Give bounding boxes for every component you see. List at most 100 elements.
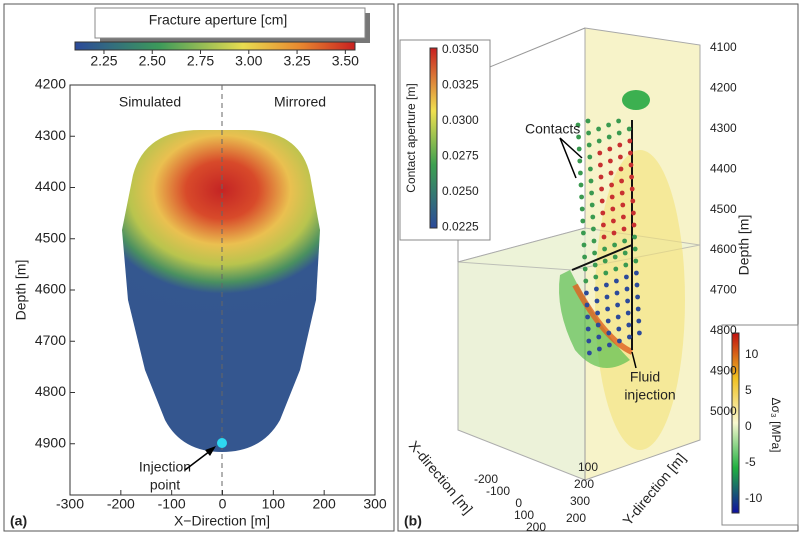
contact-dot <box>613 255 618 260</box>
contact-dot <box>614 279 619 284</box>
contact-dot <box>636 307 641 312</box>
contact-dot <box>616 119 621 124</box>
depth-label: Depth [m] <box>736 215 752 276</box>
contact-dot <box>587 155 592 160</box>
x-tick-label: 200 <box>526 520 546 534</box>
depth-tick-label: 4100 <box>710 40 737 54</box>
injection-label: injection <box>624 387 675 403</box>
contact-dot <box>596 335 601 340</box>
contact-dot <box>598 163 603 168</box>
injection-label: Fluid <box>630 369 660 385</box>
colorbar-tick-label: 0.0225 <box>442 220 479 234</box>
contact-dot <box>586 327 591 332</box>
contact-dot <box>590 215 595 220</box>
contact-dot <box>619 179 624 184</box>
contact-dot <box>637 331 642 336</box>
colorbar-tick-label: 0.0250 <box>442 184 479 198</box>
colorbar-tick-label: 0.0300 <box>442 113 479 127</box>
colorbar <box>75 42 355 50</box>
y-tick-label: 200 <box>574 477 594 491</box>
colorbar-tick-label: 3.50 <box>332 53 359 69</box>
contact-dot <box>616 327 621 332</box>
contact-dot <box>620 203 625 208</box>
contact-dot <box>597 139 602 144</box>
y-tick-label: 4300 <box>35 127 66 143</box>
contact-dot <box>619 167 624 172</box>
contact-dot <box>601 223 606 228</box>
contact-dot <box>635 295 640 300</box>
depth-tick-label: 4700 <box>710 283 737 297</box>
annotation: point <box>150 477 180 493</box>
contact-dot <box>594 287 599 292</box>
contact-dot <box>632 235 637 240</box>
contact-dot <box>589 179 594 184</box>
contact-dot <box>631 211 636 216</box>
contact-dot <box>613 267 618 272</box>
colorbar-tick-label: 2.75 <box>187 53 214 69</box>
contact-dot <box>607 343 612 348</box>
x-axis-label: X-direction [m] <box>406 437 476 516</box>
contact-dot <box>602 235 607 240</box>
colorbar <box>732 333 739 513</box>
contacts-label: Contacts <box>525 121 580 137</box>
depth-tick-label: 4800 <box>710 323 737 337</box>
contact-dot <box>627 127 632 132</box>
y-axis-label: Depth [m] <box>13 260 29 321</box>
contact-dot <box>583 279 588 284</box>
contact-dot <box>616 315 621 320</box>
contact-dot <box>585 303 590 308</box>
colorbar-tick-label: 2.25 <box>90 53 117 69</box>
contact-dot <box>607 147 612 152</box>
contact-dot <box>617 339 622 344</box>
stress-field <box>595 150 685 450</box>
contact-dot <box>622 239 627 244</box>
y-tick-label: 4700 <box>35 332 66 348</box>
contact-dot <box>588 167 593 172</box>
y-tick-label: 4200 <box>35 76 66 92</box>
x-tick-label: -100 <box>158 496 186 512</box>
colorbar-tick-label: 0.0350 <box>442 42 479 56</box>
contact-dot <box>590 203 595 208</box>
mirrored-label: Mirrored <box>274 94 326 110</box>
contact-dot <box>593 263 598 268</box>
contact-dot <box>605 295 610 300</box>
contact-dot <box>582 255 587 260</box>
contact-dot <box>593 275 598 280</box>
contact-dot <box>615 291 620 296</box>
panel-label: (a) <box>10 513 27 529</box>
depth-tick-label: 4900 <box>710 363 737 377</box>
x-tick-label: -300 <box>56 496 84 512</box>
contact-dot <box>622 227 627 232</box>
contact-dot <box>609 183 614 188</box>
contact-dot <box>617 143 622 148</box>
contact-dot <box>606 123 611 128</box>
contact-dot <box>609 171 614 176</box>
colorbar-tick-label: 0.0325 <box>442 78 479 92</box>
panel-label: (b) <box>404 513 422 529</box>
contact-dot <box>623 251 628 256</box>
contact-dot <box>577 159 582 164</box>
x-tick-label: 300 <box>363 496 387 512</box>
contact-dot <box>602 247 607 252</box>
colorbar-tick-label: 2.50 <box>139 53 166 69</box>
contact-dot <box>584 291 589 296</box>
contact-dot <box>600 199 605 204</box>
contact-dot <box>618 155 623 160</box>
y-tick-label: 4900 <box>35 434 66 450</box>
contact-dot <box>578 171 583 176</box>
contact-dot <box>603 259 608 264</box>
contact-dot <box>612 243 617 248</box>
colorbar-tick-label: 5 <box>745 383 752 397</box>
figure: Fracture aperture [cm] Simulated Mirrore… <box>0 0 803 535</box>
contact-dot <box>636 319 641 324</box>
contact-dot <box>606 331 611 336</box>
stress-field <box>622 90 650 110</box>
x-tick-label: -200 <box>107 496 135 512</box>
depth-tick-label: 5000 <box>710 404 737 418</box>
contact-dot <box>621 215 626 220</box>
contact-dot <box>624 275 629 280</box>
contact-dot <box>589 191 594 196</box>
contact-dot <box>628 151 633 156</box>
y-tick-label: 4800 <box>35 383 66 399</box>
colorbar-tick-label: 3.25 <box>283 53 310 69</box>
